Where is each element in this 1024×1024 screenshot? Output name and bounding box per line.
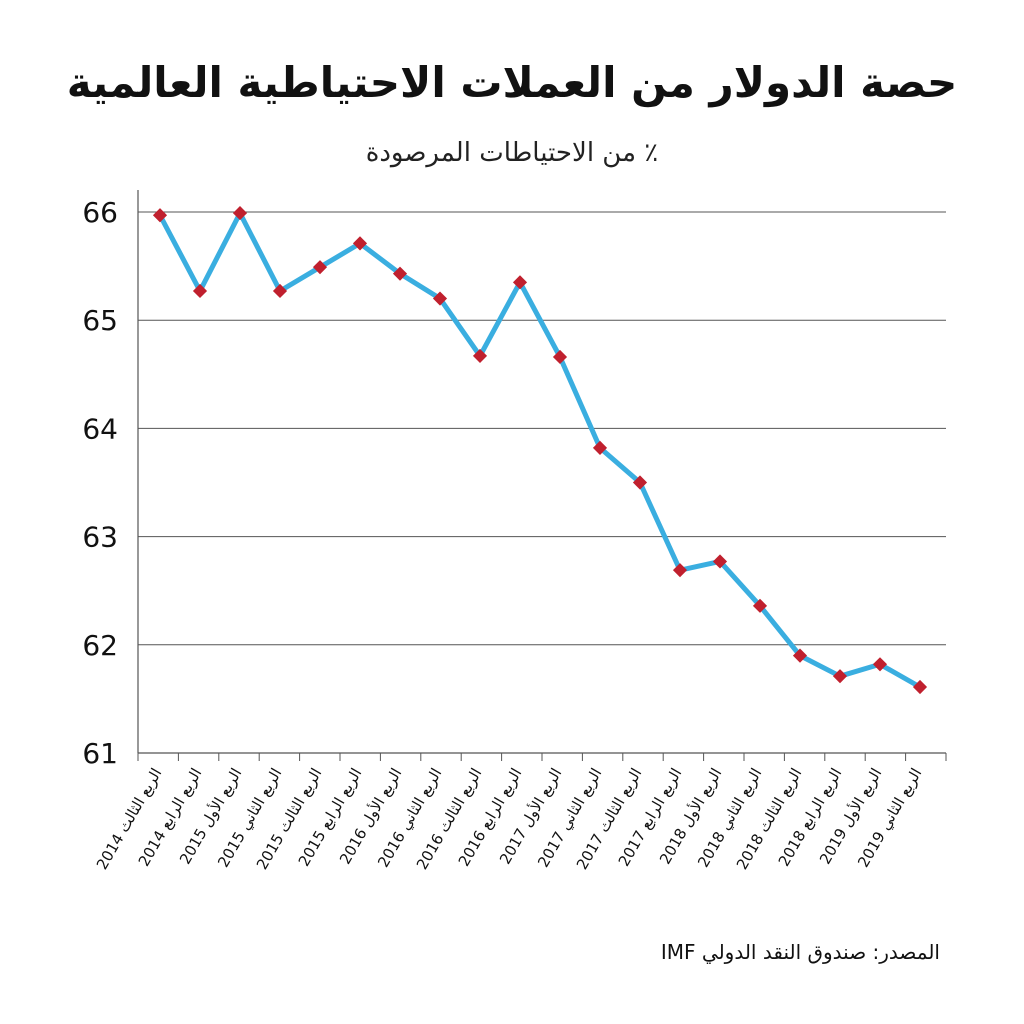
chart-subtitle: ٪ من الاحتياطات المرصودة [365, 138, 659, 168]
data-point-marker [632, 475, 648, 490]
data-point-marker [712, 554, 728, 569]
y-axis-ticks: 61 62 63 64 65 66 [82, 196, 118, 770]
data-point-marker [312, 260, 328, 275]
data-point-marker [912, 679, 928, 695]
source-note: المصدر: صندوق النقد الدولي IMF [660, 940, 940, 964]
data-point-marker [872, 657, 888, 672]
data-point-marker [832, 669, 848, 684]
y-tick-label: 66 [82, 196, 118, 229]
data-point-marker [472, 348, 488, 363]
data-point-marker [392, 266, 408, 281]
data-point-marker [152, 208, 168, 223]
data-point-marker [352, 236, 368, 251]
y-tick-label: 63 [82, 521, 118, 554]
data-point-marker [592, 440, 608, 455]
data-markers [152, 206, 928, 695]
series-line-path [157, 210, 923, 690]
y-tick-label: 62 [82, 629, 118, 662]
data-point-marker [272, 283, 288, 299]
data-point-marker [512, 275, 528, 290]
data-point-marker [232, 206, 248, 221]
data-point-marker [752, 598, 768, 613]
data-point-marker [672, 563, 688, 578]
chart-title: حصة الدولار من العملات الاحتياطية العالم… [66, 58, 958, 107]
axes [137, 190, 947, 761]
data-point-marker [792, 648, 808, 663]
data-point-marker [432, 291, 448, 306]
data-point-marker [192, 283, 208, 299]
series-line [157, 210, 923, 690]
y-tick-label: 65 [82, 304, 118, 337]
y-tick-label: 64 [82, 412, 118, 445]
y-tick-label: 61 [82, 737, 118, 770]
data-point-marker [552, 349, 568, 365]
grid-lines [138, 211, 946, 646]
